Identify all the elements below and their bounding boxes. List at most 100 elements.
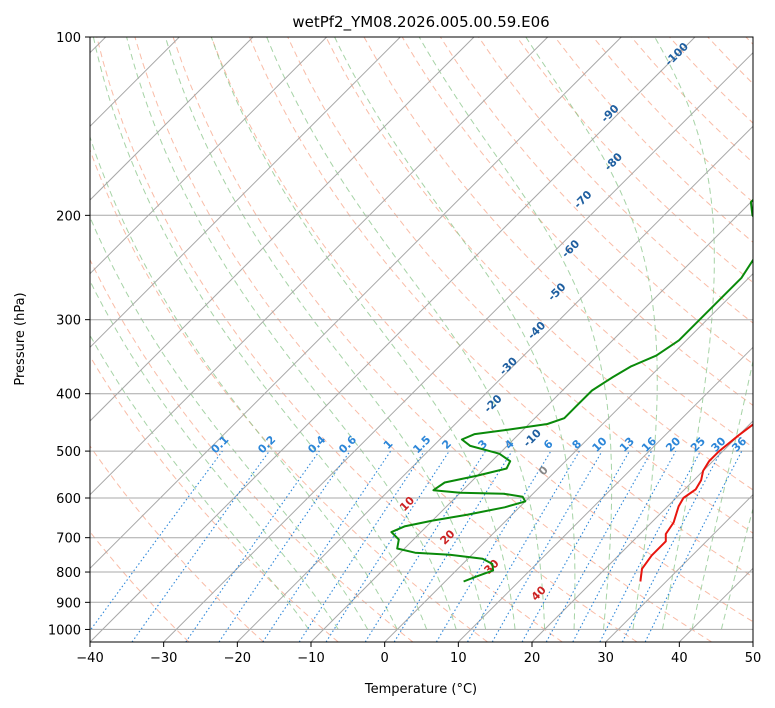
guide-lines (90, 37, 753, 642)
dry-adiabat-line (325, 37, 753, 491)
moist-adiabat-line (90, 215, 369, 630)
mixing-ratio-label: 1 (381, 437, 396, 452)
mixing-ratio-label: 13 (617, 435, 637, 455)
isotherm-line (90, 37, 401, 349)
y-tick-label: 700 (56, 532, 81, 547)
y-tick-label: 400 (56, 388, 81, 403)
mixing-ratio-line (262, 450, 392, 642)
x-tick-label: 50 (745, 651, 762, 666)
moist-adiabat-line (266, 37, 546, 630)
moist-adiabat-line (654, 37, 715, 630)
moist-adiabat-line (90, 334, 310, 630)
isotherm-line (163, 51, 753, 642)
x-tick-label: 0 (381, 651, 389, 666)
mixing-ratio-line (325, 450, 450, 642)
moist-adiabat-line (691, 358, 753, 630)
y-tick-label: 200 (56, 209, 81, 224)
mixing-ratio-line (364, 450, 486, 642)
isotherm-line (90, 37, 696, 642)
y-tick-label: 100 (56, 31, 81, 46)
dry-adiabat-label: -50 (545, 280, 568, 303)
y-tick-label: 300 (56, 314, 81, 329)
mixing-ratio-label: 0.6 (336, 433, 359, 456)
mixing-ratio-label: 6 (541, 437, 556, 452)
moist-adiabat-line (90, 279, 339, 630)
dry-adiabat-label: -90 (598, 102, 621, 125)
mixing-ratio-line (298, 450, 425, 642)
mixing-ratio-line (218, 450, 351, 642)
moist-adiabat-line (720, 506, 753, 630)
mixing-ratio-label: 1.5 (410, 433, 433, 456)
mixing-ratio-label: 25 (688, 435, 708, 455)
isotherm-line (531, 420, 753, 642)
moist-adiabat-line (210, 37, 516, 630)
dry-adiabat-label: -80 (602, 150, 625, 173)
dry-adiabat-line (172, 37, 712, 642)
dry-adiabat-line (96, 37, 563, 642)
y-tick-label: 1000 (48, 623, 81, 638)
plot-frame (89, 36, 754, 643)
moist-adiabat-label: 10 (397, 494, 417, 514)
isotherm-line (457, 346, 753, 642)
moist-adiabat-line (164, 37, 487, 630)
isotherm-line (236, 125, 753, 642)
dry-adiabat-label: -20 (481, 392, 504, 415)
x-tick-label: −40 (76, 651, 103, 666)
moist-adiabat-line (92, 37, 428, 630)
y-tick-label: 800 (56, 566, 81, 581)
isotherm-line (90, 37, 328, 275)
moist-adiabat-line (126, 37, 457, 630)
dry-adiabat-line (90, 148, 488, 642)
mixing-ratio-label: 0.1 (208, 433, 231, 456)
mixing-ratio-line (131, 450, 270, 642)
isotherm-line (90, 37, 549, 496)
mixing-ratio-line (599, 450, 701, 642)
dry-adiabat-line (478, 37, 753, 324)
mixing-ratio-line (644, 450, 743, 642)
dry-adiabat-line (287, 37, 753, 534)
moist-adiabat-label: 0 (536, 463, 551, 478)
moist-adiabat-label: 20 (438, 527, 458, 547)
dry-adiabat-line (592, 37, 753, 203)
dry-adiabat-line (439, 37, 753, 365)
y-tick-label: 600 (56, 492, 81, 507)
dry-adiabat-line (90, 445, 264, 642)
isotherm-line (90, 37, 475, 422)
mixing-ratio-line (572, 450, 677, 642)
mixing-ratio-label: 0.4 (305, 433, 328, 456)
isotherm-line (90, 37, 254, 201)
dry-adiabat-line (90, 258, 414, 642)
mixing-ratio-line (90, 450, 223, 632)
moist-adiabat-label: 40 (529, 583, 549, 603)
dry-adiabat-line (90, 531, 190, 642)
dry-adiabat-label: -100 (662, 40, 691, 69)
mixing-ratio-line (393, 450, 513, 642)
y-axis: 100 200 300 400 500 600 700 800 900 1000 (48, 31, 90, 638)
x-tick-label: 40 (671, 651, 688, 666)
isotherm-line (752, 641, 753, 642)
dry-adiabat-label: -30 (497, 354, 520, 377)
mixing-ratio-label: 8 (570, 437, 585, 452)
dry-adiabat-line (210, 37, 753, 623)
moist-adiabat-line (418, 37, 613, 630)
x-axis: −40 −30 −20 −10 0 10 20 30 40 50 (76, 642, 761, 666)
isotherm-line (605, 493, 753, 642)
y-axis-label: Pressure (hPa) (13, 292, 28, 385)
x-tick-label: −30 (150, 651, 177, 666)
x-axis-label: Temperature (°C) (364, 682, 477, 697)
mixing-ratio-line (521, 450, 630, 642)
dry-adiabat-label: -40 (525, 319, 548, 342)
x-tick-label: −20 (224, 651, 251, 666)
isotherm-line (90, 37, 622, 570)
dry-adiabat-label: -10 (521, 426, 544, 449)
moist-adiabat-line (90, 135, 398, 630)
temperature-profile-line (639, 423, 753, 582)
dry-adiabat-line (90, 355, 339, 642)
moist-adiabat-line (525, 37, 658, 630)
series-layer (390, 198, 753, 583)
dewpoint-profile-line (390, 198, 753, 583)
isotherm-line (678, 567, 753, 642)
mixing-ratio-line (185, 450, 320, 642)
isotherm-line (384, 272, 753, 642)
